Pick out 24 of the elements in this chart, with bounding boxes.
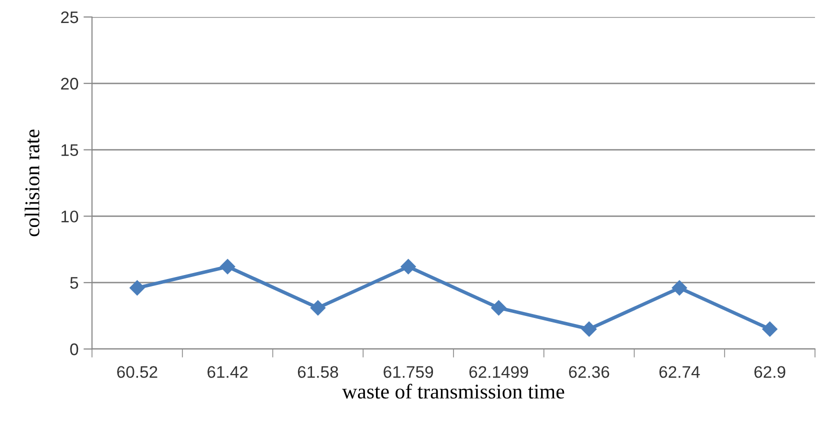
point: [130, 280, 145, 296]
y-tick-label: 15: [62, 144, 78, 156]
y-tick-label: 5: [70, 277, 78, 289]
point: [762, 322, 778, 337]
y-tick-label: 20: [61, 78, 78, 90]
y-tick-label: 10: [62, 210, 78, 222]
x-axis-title: waste of transmission time: [342, 384, 564, 399]
y-tick-label: 25: [61, 11, 78, 24]
point: [581, 322, 597, 337]
x-tick-label: 62.9: [754, 366, 786, 378]
x-tick-label: 61.42: [208, 366, 248, 378]
x-tick-label: 61.58: [298, 366, 338, 378]
x-tick-label: 62.1499: [469, 366, 528, 378]
x-tick-label: 62.36: [569, 366, 610, 378]
x-tick-label: 61.759: [384, 366, 434, 378]
point: [400, 259, 416, 274]
x-tick-label: 60.52: [117, 366, 158, 378]
x-tick-label: 62.74: [659, 366, 700, 378]
y-tick-label: 0: [70, 343, 78, 356]
point: [491, 300, 506, 316]
point: [672, 280, 688, 296]
point: [220, 259, 236, 274]
y-axis-title: collision rate: [24, 130, 40, 236]
point: [310, 300, 326, 316]
